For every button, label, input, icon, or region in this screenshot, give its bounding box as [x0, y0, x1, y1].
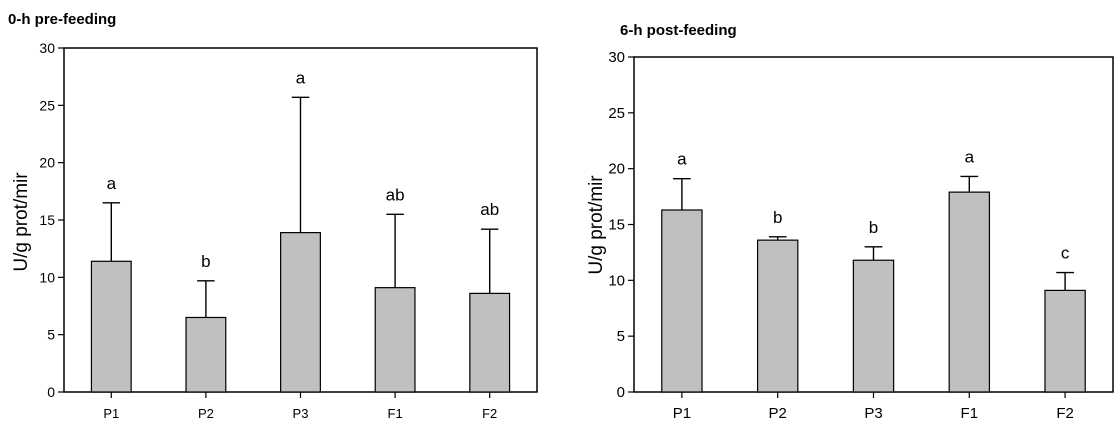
y-tick-label: 30 [39, 40, 55, 56]
x-tick-label: F2 [1056, 405, 1074, 422]
x-tick-label: F1 [388, 406, 403, 421]
bar-f2 [469, 292, 511, 393]
chart-0: 0-h pre-feeding U/g prot/mir 0 5 10 15 20 25 3… [8, 11, 538, 421]
bar-f2 [1044, 289, 1086, 393]
y-axis: 0 5 10 15 20 25 30 [608, 49, 634, 401]
x-tick-label: P2 [198, 406, 214, 421]
significance-label: a [296, 68, 306, 87]
x-axis: P1 P2 P3 F1 F2 [673, 392, 1074, 422]
significance-label: ab [386, 185, 405, 204]
significance-labels: a b b a c [677, 147, 1070, 262]
bar-p3 [852, 259, 895, 393]
x-tick-label: F2 [482, 406, 497, 421]
y-tick-label: 15 [608, 217, 625, 234]
x-tick-label: P3 [293, 406, 309, 421]
x-tick-label: P1 [103, 406, 119, 421]
y-tick-label: 25 [608, 105, 625, 122]
bar-p1 [661, 209, 703, 393]
error-bars [673, 175, 1074, 291]
y-tick-label: 20 [608, 161, 625, 178]
chart-1: 6-h post-feeding U/g prot/mir 0 5 10 15 20 25… [586, 22, 1114, 422]
chart-title: 0-h pre-feeding [8, 11, 116, 28]
y-axis-label: U/g prot/mir [11, 172, 32, 272]
chart-title: 6-h post-feeding [620, 22, 737, 39]
y-tick-label: 25 [39, 97, 55, 113]
y-tick-label: 0 [47, 384, 55, 400]
y-tick-label: 15 [39, 212, 55, 228]
y-tick-label: 0 [617, 384, 625, 401]
significance-label: a [677, 150, 687, 169]
y-tick-label: 5 [617, 328, 625, 345]
x-tick-label: P1 [673, 405, 691, 422]
y-axis: 0 5 10 15 20 25 30 [39, 40, 64, 400]
bar-p2 [185, 316, 227, 393]
bar-f1 [374, 287, 416, 393]
bar-f1 [948, 191, 991, 393]
y-tick-label: 10 [39, 269, 55, 285]
bar-p3 [280, 232, 321, 393]
significance-label: a [107, 174, 117, 193]
error-bars [102, 96, 499, 318]
significance-label: c [1061, 244, 1070, 263]
bar-p1 [90, 260, 132, 393]
y-tick-label: 5 [47, 327, 55, 343]
y-tick-label: 30 [608, 49, 625, 66]
y-tick-label: 10 [608, 272, 625, 289]
bar-p2 [756, 239, 799, 393]
y-tick-label: 20 [39, 155, 55, 171]
y-axis-label: U/g prot/mir [586, 175, 607, 275]
significance-label: ab [480, 200, 499, 219]
x-axis: P1 P2 P3 F1 F2 [103, 392, 497, 421]
significance-label: b [773, 208, 782, 227]
x-tick-label: P2 [769, 405, 787, 422]
significance-label: b [201, 252, 210, 271]
x-tick-label: F1 [961, 405, 979, 422]
x-tick-label: P3 [864, 405, 882, 422]
significance-label: a [965, 147, 975, 166]
bars [90, 232, 511, 393]
bars [661, 191, 1086, 393]
significance-label: b [869, 218, 878, 237]
